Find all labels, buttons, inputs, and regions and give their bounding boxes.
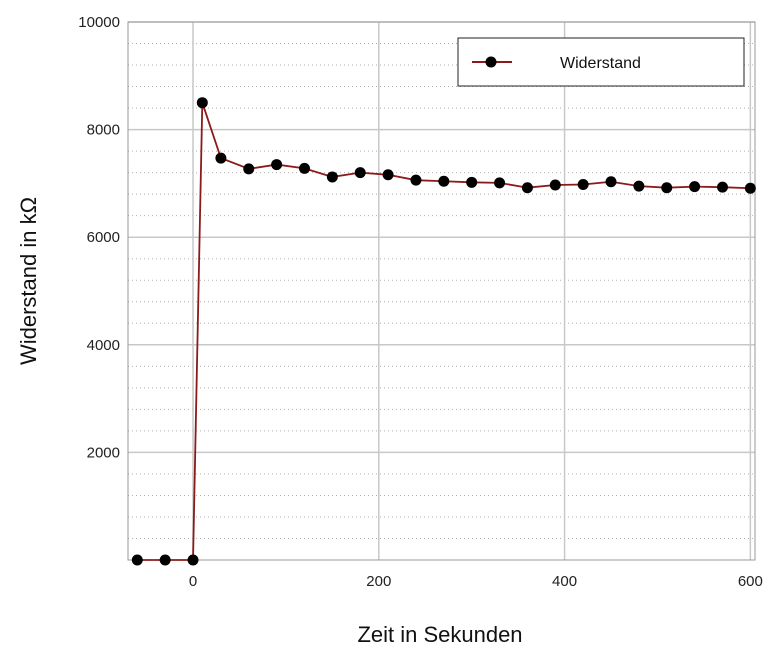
data-point (521, 182, 533, 194)
y-tick-label: 6000 (87, 229, 120, 246)
data-point (326, 171, 338, 183)
data-point (187, 554, 199, 566)
data-point (605, 176, 617, 188)
x-tick-label: 0 (189, 573, 197, 590)
data-point (716, 181, 728, 193)
data-point (298, 162, 310, 174)
data-point (689, 181, 701, 193)
data-point (494, 177, 506, 189)
legend-label-widerstand: Widerstand (560, 55, 641, 72)
data-point (410, 174, 422, 186)
data-point (159, 554, 171, 566)
data-point (549, 179, 561, 191)
y-tick-label: 8000 (87, 122, 120, 139)
data-point (243, 163, 255, 175)
data-point (215, 152, 227, 164)
data-point (661, 182, 673, 194)
plot-area-border (127, 21, 756, 561)
y-tick-label: 4000 (87, 337, 120, 354)
minor-grid (128, 43, 755, 539)
data-point (131, 554, 143, 566)
x-tick-label: 200 (366, 573, 391, 590)
x-tick-label: 400 (552, 573, 577, 590)
data-point (466, 176, 478, 188)
data-point (271, 159, 283, 171)
data-point (744, 182, 756, 194)
y-axis-title: Widerstand in kΩ (16, 197, 41, 365)
legend-marker-sample (485, 56, 497, 68)
data-point (382, 169, 394, 181)
legend: Widerstand (457, 37, 745, 87)
data-point (438, 175, 450, 187)
x-tick-label: 600 (738, 573, 763, 590)
data-point (354, 167, 366, 179)
y-tick-label: 2000 (87, 444, 120, 461)
series-layer (131, 97, 756, 566)
tick-labels: 0 200 400 600 2000 4000 6000 8000 10000 (78, 14, 763, 590)
x-axis-title: Zeit in Sekunden (357, 622, 522, 647)
data-point (577, 178, 589, 190)
data-point (633, 180, 645, 192)
data-point (196, 97, 208, 109)
y-tick-label: 10000 (78, 14, 120, 31)
